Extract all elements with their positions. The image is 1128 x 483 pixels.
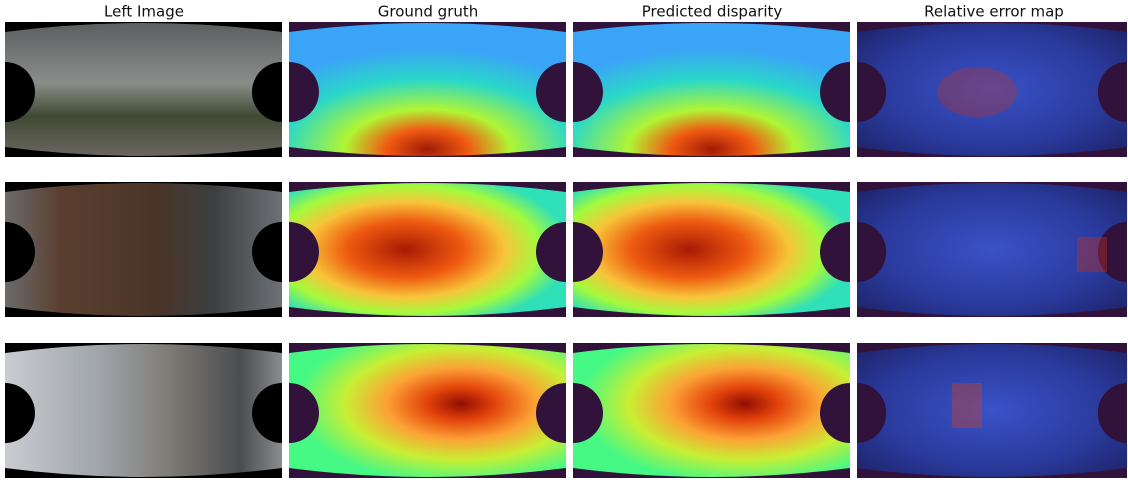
column-title: Ground gruth: [378, 3, 479, 21]
left-image: [5, 343, 282, 478]
page: Left Image Ground gruth Predicted dispar…: [0, 0, 1128, 479]
ground-truth: [289, 22, 566, 157]
predicted: [573, 22, 850, 157]
left-image: [5, 182, 282, 317]
figure: Left Image Ground gruth Predicted dispar…: [0, 0, 1128, 479]
ground-truth: [289, 182, 566, 317]
row-2: [5, 182, 1127, 317]
column-title: Relative error map: [924, 3, 1064, 21]
error-map: [857, 182, 1127, 317]
row-3: [5, 343, 1127, 478]
predicted: [573, 182, 850, 317]
column-title: Left Image: [104, 3, 184, 21]
error-map: [857, 343, 1127, 478]
column-title: Predicted disparity: [642, 3, 783, 21]
row-1: [5, 22, 1127, 157]
ground-truth: [289, 343, 566, 478]
predicted: [573, 343, 850, 478]
error-map: [857, 22, 1127, 157]
left-image: [5, 22, 282, 157]
